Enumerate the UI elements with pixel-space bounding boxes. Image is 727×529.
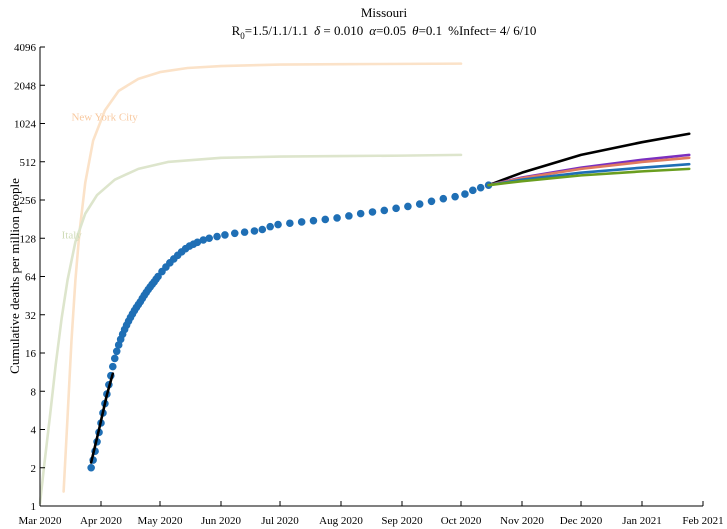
data-point bbox=[309, 216, 318, 225]
data-point bbox=[108, 362, 117, 371]
subtitle-r0-values: =1.5/1.1/1.1 bbox=[245, 23, 308, 38]
data-point bbox=[154, 272, 162, 281]
y-tick-label: 256 bbox=[20, 195, 37, 207]
subtitle-delta-value: = 0.010 bbox=[320, 23, 363, 38]
series-4 bbox=[487, 132, 691, 187]
data-point bbox=[240, 228, 249, 236]
x-tick-label: Sep 2020 bbox=[381, 515, 423, 527]
series-line bbox=[62, 62, 463, 493]
data-point bbox=[380, 206, 389, 215]
y-tick-label: 16 bbox=[25, 348, 37, 360]
annotation-label: New York City bbox=[71, 112, 138, 124]
annotation-layer: New York City Italy bbox=[62, 112, 139, 242]
subtitle-theta-symbol: θ bbox=[412, 23, 419, 38]
data-point bbox=[250, 227, 259, 235]
y-tick-label: 2048 bbox=[14, 80, 37, 92]
x-tick-label: Apr 2020 bbox=[80, 515, 122, 527]
data-point bbox=[87, 463, 95, 472]
subtitle-theta-value: =0.1 bbox=[419, 23, 443, 38]
y-tick-label: 1024 bbox=[14, 119, 37, 131]
data-point bbox=[112, 347, 121, 356]
data-point bbox=[404, 202, 412, 211]
series-line bbox=[89, 372, 115, 464]
y-tick-label: 4096 bbox=[14, 42, 37, 54]
series-1 bbox=[38, 153, 463, 505]
data-point bbox=[345, 212, 353, 220]
series-line bbox=[38, 153, 463, 505]
series-line bbox=[487, 167, 691, 187]
chart-title: Missouri bbox=[361, 5, 408, 20]
data-point bbox=[286, 219, 294, 228]
x-tick-label: Jul 2020 bbox=[261, 515, 299, 527]
axes-layer: 1 2 4 8 16 32 64 128 256 512 1024 2048 4096 Mar 2020 A… bbox=[14, 42, 724, 527]
data-point bbox=[230, 229, 239, 238]
data-point bbox=[321, 215, 330, 224]
series-layer bbox=[38, 62, 691, 505]
series-2 bbox=[87, 181, 493, 472]
subtitle-r0-sub: 0 bbox=[240, 31, 245, 41]
data-point bbox=[461, 190, 469, 198]
data-point bbox=[266, 222, 274, 231]
chart-title-group: Missouri R0=1.5/1.1/1.1 δ = 0.010 α=0.05 θ=… bbox=[232, 5, 537, 41]
y-axis-label: Cumulative deaths per million people bbox=[7, 178, 22, 374]
data-point bbox=[368, 208, 377, 216]
y-tick-label: 64 bbox=[25, 272, 37, 284]
data-point bbox=[221, 231, 229, 239]
data-point bbox=[333, 214, 341, 222]
y-tick-label: 8 bbox=[31, 386, 37, 398]
data-point bbox=[213, 232, 221, 241]
data-point bbox=[476, 183, 485, 192]
y-tick-label: 128 bbox=[20, 233, 37, 245]
series-3 bbox=[89, 372, 115, 464]
subtitle-alpha-value: =0.05 bbox=[376, 23, 406, 38]
y-tick-label: 2 bbox=[31, 463, 37, 475]
annotation-label: Italy bbox=[62, 229, 83, 241]
x-tick-label: Oct 2020 bbox=[441, 515, 482, 527]
x-tick-label: Mar 2020 bbox=[18, 515, 62, 527]
data-point bbox=[451, 192, 459, 201]
data-point bbox=[469, 186, 477, 195]
y-tick-label: 4 bbox=[31, 425, 37, 437]
data-point bbox=[415, 200, 424, 208]
data-point bbox=[439, 194, 448, 203]
chart-subtitle: R0=1.5/1.1/1.1 δ = 0.010 α=0.05 θ=0.1 %Infec… bbox=[232, 23, 537, 41]
x-tick-label: May 2020 bbox=[138, 515, 183, 527]
data-point bbox=[427, 197, 436, 206]
x-tick-label: Dec 2020 bbox=[560, 515, 603, 527]
x-tick-label: Aug 2020 bbox=[319, 515, 363, 527]
y-tick-label: 32 bbox=[25, 310, 36, 322]
x-tick-label: Nov 2020 bbox=[500, 515, 544, 527]
data-point bbox=[274, 220, 282, 229]
series-0 bbox=[62, 62, 463, 493]
subtitle-infect: %Infect= 4/ 6/10 bbox=[448, 23, 536, 38]
x-tick-label: Jan 2021 bbox=[622, 515, 661, 527]
data-point bbox=[258, 225, 267, 234]
data-point bbox=[392, 204, 400, 213]
data-point bbox=[110, 354, 119, 363]
data-point bbox=[297, 218, 306, 226]
subtitle-r0-prefix: R bbox=[232, 23, 241, 38]
data-point bbox=[356, 209, 365, 218]
subtitle-delta-symbol: δ bbox=[314, 23, 321, 38]
series-8 bbox=[487, 167, 691, 187]
y-tick-label: 1 bbox=[31, 501, 37, 513]
x-tick-label: Feb 2021 bbox=[682, 515, 723, 527]
subtitle-alpha-symbol: α bbox=[369, 23, 377, 38]
x-tick-label: Jun 2020 bbox=[201, 515, 242, 527]
data-point bbox=[205, 234, 213, 243]
series-line bbox=[487, 132, 691, 187]
y-tick-label: 512 bbox=[20, 157, 37, 169]
